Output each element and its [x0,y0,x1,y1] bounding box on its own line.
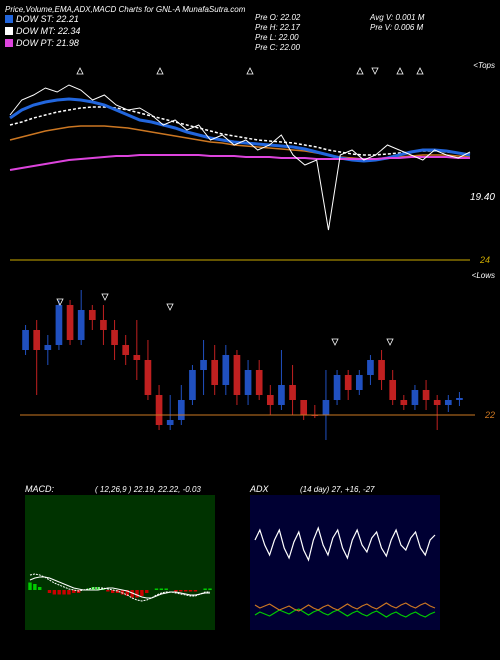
candle-body [367,360,374,375]
candle-body [234,355,241,395]
candle-body [211,360,218,385]
candle-body [278,385,285,405]
chart-svg: Price,Volume,EMA,ADX,MACD Charts for GNL… [0,0,500,660]
lows-label: <Lows [472,271,495,280]
candle-body [22,330,29,350]
legend-swatch [5,15,13,23]
candle-body [111,330,118,345]
candle-body [222,355,229,385]
legend-swatch [5,39,13,47]
candle-body [412,390,419,405]
candle-body [356,375,363,390]
candle-body [245,370,252,395]
ohlc-label: Pre H: 22.17 [255,23,300,32]
candle-body [122,345,129,355]
candle-body [56,305,63,345]
candle-body [378,360,385,380]
level-24-label: 24 [479,255,490,265]
volume-label: Avg V: 0.001 M [369,13,425,22]
legend-label: DOW MT: 22.34 [16,26,80,36]
candle-body [345,375,352,390]
volume-label: Pre V: 0.006 M [370,23,424,32]
candle-body [33,330,40,350]
candle-body [44,345,51,350]
candle-body [200,360,207,370]
chart-title: Price,Volume,EMA,ADX,MACD Charts for GNL… [5,5,246,14]
candle-body [267,395,274,405]
candle-body [67,305,74,340]
candle-body [400,400,407,405]
candle-body [178,400,185,420]
candle-body [334,375,341,400]
tops-label: <Tops [473,61,495,70]
chart-container: Price,Volume,EMA,ADX,MACD Charts for GNL… [0,0,500,660]
legend-swatch [5,27,13,35]
ohlc-label: Pre O: 22.02 [255,13,301,22]
candle-body [78,310,85,340]
candle-body [434,400,441,405]
level-22-label: 22 [484,410,495,420]
legend-label: DOW ST: 22.21 [16,14,79,24]
adx-values: (14 day) 27, +16, -27 [300,485,375,494]
candle-body [456,398,463,400]
candle-body [167,420,174,425]
candle-body [423,390,430,400]
candle-body [445,400,452,405]
candle-body [89,310,96,320]
candle-body [133,355,140,360]
candle-body [289,385,296,400]
candle-body [100,320,107,330]
ohlc-label: Pre C: 22.00 [255,43,300,52]
candle-body [323,400,330,415]
macd-label: MACD: [25,484,54,494]
candle-body [256,370,263,395]
candle-body [145,360,152,395]
candle-body [156,395,163,425]
candle-body [300,400,307,415]
macd-values: ( 12,26,9 ) 22.19, 22.22, -0.03 [95,485,201,494]
adx-label: ADX [249,484,270,494]
candle-body [189,370,196,400]
ohlc-label: Pre L: 22.00 [255,33,299,42]
macd-panel [25,495,215,630]
candle-body [389,380,396,400]
legend-label: DOW PT: 21.98 [16,38,79,48]
price-label: 19.40 [470,192,495,203]
